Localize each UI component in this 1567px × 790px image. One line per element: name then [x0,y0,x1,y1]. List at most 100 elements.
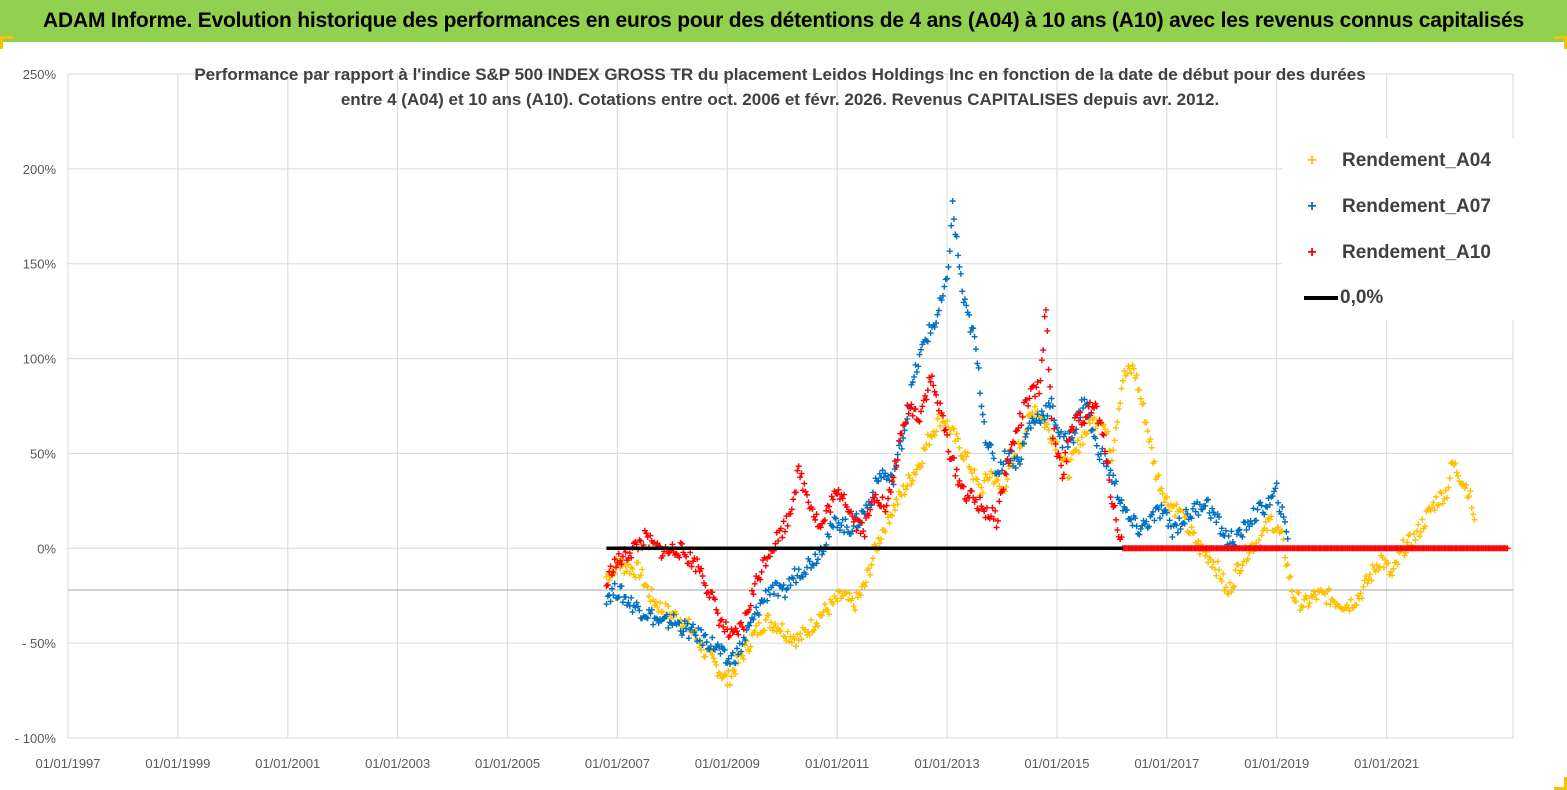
series-a10-point [902,419,909,426]
series-a07-point [974,360,981,367]
series-a10-point [683,553,690,560]
series-a04-point [830,601,837,608]
x-tick-label: 01/01/2013 [915,756,980,771]
series-a07-point [676,619,683,626]
series-a10-point [813,511,820,518]
series-a04-point [1290,594,1297,601]
series-a10-point [718,616,725,623]
series-a04-point [1310,588,1317,595]
series-a04-point [1159,490,1166,497]
series-a10-point [1051,425,1058,432]
series-a04-point [1114,419,1121,426]
series-a07-point [959,288,966,295]
series-a10-point [772,540,779,547]
series-a04-point [968,470,975,477]
series-a07-point [604,593,611,600]
series-a04-point [1430,499,1437,506]
series-a10-point [920,397,927,404]
series-a10-point [1025,402,1032,409]
series-a10-point [699,573,706,580]
series-a07-point [917,346,924,353]
series-a04-point [1064,475,1071,482]
series-a04-point [986,474,993,481]
series-a04-point [1299,604,1306,611]
series-a07-point [644,615,651,622]
series-a04-point [1394,561,1401,568]
series-a10-point [917,408,924,415]
series-a07-point [1099,445,1106,452]
series-a04-point [1298,602,1305,609]
series-a04-point [1137,395,1144,402]
series-a10-point [669,541,676,548]
series-a10-point [960,483,967,490]
series-a10-point [1036,390,1043,397]
series-a04-point [1143,419,1150,426]
series-a04-point [1136,386,1143,393]
series-a07-point [1273,480,1280,487]
series-a07-point [806,558,813,565]
series-a04-point [1173,501,1180,508]
series-a10-point [1005,460,1012,467]
series-a04-point [1129,362,1136,369]
series-a04-point [1092,425,1099,432]
series-a07-point [1012,464,1019,471]
series-a04-point [967,465,974,472]
series-a10-point [904,402,911,409]
series-a10-point [953,466,960,473]
series-a07-point [1014,454,1021,461]
series-a07-point [1265,495,1272,502]
series-a10-point [795,463,802,470]
series-a04-point [1468,505,1475,512]
x-tick-label: 01/01/2021 [1354,756,1419,771]
series-a10-point [893,463,900,470]
series-a07-point [1113,478,1120,485]
series-a04-point [865,565,872,572]
series-a10-point [887,489,894,496]
series-a07-point [782,594,789,601]
series-a10-point [647,532,654,539]
series-a04-point [1284,561,1291,568]
series-a10-point [1004,456,1011,463]
series-a10-point [651,539,658,546]
series-a10-point [915,417,922,424]
series-a07-point [950,216,957,223]
series-a04-point [1295,589,1302,596]
series-a07-point [938,297,945,304]
series-a07-point [1000,461,1007,468]
series-a07-point [707,643,714,650]
series-a07-point [1071,430,1078,437]
series-a10-point [1037,377,1044,384]
series-a07-point [941,283,948,290]
series-a04-point [1281,554,1288,561]
series-a10-point [1059,475,1066,482]
series-a07-point [963,302,970,309]
series-a04-point [1148,444,1155,451]
series-a10-point [843,504,850,511]
series-a04-point [963,453,970,460]
series-a10-point [1102,448,1109,455]
series-a10-point [1026,395,1033,402]
series-a04-point [1327,601,1334,608]
series-a10-point [988,513,995,520]
series-a10-point [1062,449,1069,456]
x-tick-label: 01/01/2007 [585,756,650,771]
series-a10-point [1075,417,1082,424]
y-tick-label: 250% [23,67,57,82]
series-a04-point [1210,559,1217,566]
series-a10-point [821,517,828,524]
series-a10-point [885,495,892,502]
series-a10-point [1107,494,1114,501]
series-a04-point [629,565,636,572]
series-a10-point [702,582,709,589]
series-a07-point [1279,504,1286,511]
series-a07-point [795,566,802,573]
series-a04-point [746,648,753,655]
series-a07-point [1133,523,1140,530]
series-a07-point [1016,461,1023,468]
series-a07-point [619,599,626,606]
series-a04-point [1048,439,1055,446]
series-a07-point [746,622,753,629]
series-a07-point [1137,525,1144,532]
series-a10-point [922,392,929,399]
series-a10-point [788,506,795,513]
